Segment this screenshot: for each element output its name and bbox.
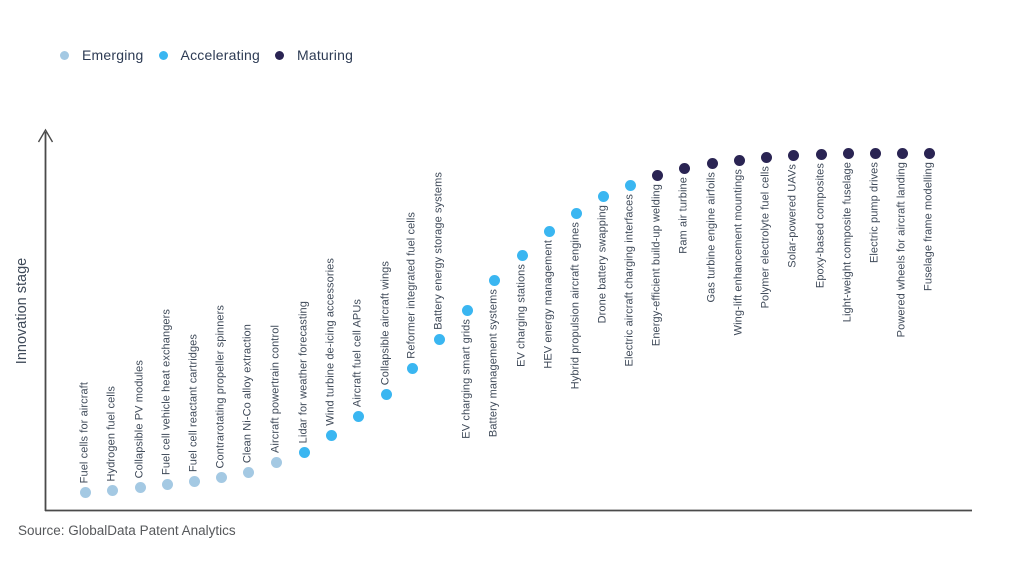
point-label: Electric pump drives: [868, 162, 881, 264]
point-label: Powered wheels for aircraft landing: [895, 162, 908, 338]
legend-item-maturing: Maturing: [274, 47, 354, 63]
point-label: Wing-lift enhancement mountings: [732, 169, 745, 336]
accelerating-dot-icon: [570, 207, 582, 219]
emerging-dot-icon: [106, 484, 118, 496]
point-label: Ram air turbine: [677, 177, 690, 254]
maturing-dot-icon: [651, 169, 663, 181]
point-label: Light-weight composite fuselage: [841, 162, 854, 323]
point-label: Electric aircraft charging interfaces: [623, 194, 636, 367]
emerging-dot-icon: [242, 466, 254, 478]
point-label: Fuselage frame modelling: [922, 162, 935, 291]
maturing-dot-icon: [760, 151, 772, 163]
maturing-dot-icon: [678, 162, 690, 174]
maturing-dot-icon: [842, 147, 854, 159]
point-label: Clean Ni-Co alloy extraction: [241, 323, 254, 463]
accelerating-dot-icon: [543, 225, 555, 237]
point-label: Battery energy storage systems: [432, 172, 445, 330]
legend-label-maturing: Maturing: [296, 47, 354, 63]
maturing-dot-icon: [787, 149, 799, 161]
point-label: Energy-efficient build-up welding: [650, 184, 663, 347]
legend: Emerging Accelerating Maturing: [60, 47, 353, 63]
accelerating-dot-icon: [325, 429, 337, 441]
emerging-dot-icon: [215, 471, 227, 483]
legend-item-accelerating: Accelerating: [158, 47, 260, 63]
maturing-dot-icon: [815, 148, 827, 160]
point-label: EV charging smart grids: [460, 319, 473, 439]
accelerating-dot-icon: [516, 249, 528, 261]
accelerating-dot-icon: [298, 446, 310, 458]
legend-item-emerging: Emerging: [60, 47, 144, 63]
accelerating-dot-icon: [461, 304, 473, 316]
y-axis-label: Innovation stage: [14, 257, 30, 365]
maturing-dot-icon: [896, 147, 908, 159]
y-axis-arrow-icon: [37, 128, 54, 143]
point-label: HEV energy management: [542, 240, 555, 369]
point-label: Wind turbine de-icing accessories: [324, 258, 337, 426]
point-label: Reformer integrated fuel cells: [405, 212, 418, 359]
emerging-dot-icon: [161, 478, 173, 490]
legend-label-accelerating: Accelerating: [180, 47, 260, 63]
maturing-dot-icon: [733, 154, 745, 166]
point-label: Hydrogen fuel cells: [105, 385, 118, 481]
point-label: Lidar for weather forecasting: [297, 300, 310, 443]
accelerating-dot-icon: [352, 410, 364, 422]
emerging-dot-icon: [79, 486, 91, 498]
point-label: Fuel cells for aircraft: [78, 381, 91, 483]
point-label: Epoxy-based composites: [814, 163, 827, 289]
emerging-dot-icon: [134, 481, 146, 493]
point-label: Hybrid propulsion aircraft engines: [569, 222, 582, 390]
point-label: Aircraft fuel cell APUs: [351, 298, 364, 407]
maturing-dot-icon: [923, 147, 935, 159]
point-label: Fuel cell reactant cartridges: [187, 333, 200, 472]
point-label: Battery management systems: [487, 289, 500, 438]
source-note: Source: GlobalData Patent Analytics: [18, 523, 236, 538]
point-label: Gas turbine engine airfoils: [705, 172, 718, 303]
point-label: EV charging stations: [515, 264, 528, 367]
point-label: Collapsible PV modules: [133, 359, 146, 478]
accelerating-legend-dot-icon: [158, 50, 168, 60]
maturing-dot-icon: [869, 147, 881, 159]
emerging-dot-icon: [188, 475, 200, 487]
point-label: Solar-powered UAVs: [786, 164, 799, 268]
point-label: Aircraft powertrain control: [269, 324, 282, 453]
point-label: Fuel cell vehicle heat exchangers: [160, 309, 173, 475]
accelerating-dot-icon: [597, 190, 609, 202]
maturing-dot-icon: [706, 157, 718, 169]
accelerating-dot-icon: [406, 362, 418, 374]
point-label: Contrarotating propeller spinners: [214, 304, 227, 469]
point-label: Polymer electrolyte fuel cells: [759, 166, 772, 309]
accelerating-dot-icon: [433, 333, 445, 345]
emerging-dot-icon: [270, 456, 282, 468]
point-label: Drone battery swapping: [596, 205, 609, 324]
legend-label-emerging: Emerging: [82, 47, 144, 63]
maturing-legend-dot-icon: [274, 50, 284, 60]
point-label: Collapsible aircraft wings: [379, 260, 392, 385]
accelerating-dot-icon: [488, 274, 500, 286]
emerging-legend-dot-icon: [60, 50, 69, 60]
accelerating-dot-icon: [624, 179, 636, 191]
accelerating-dot-icon: [380, 388, 392, 400]
